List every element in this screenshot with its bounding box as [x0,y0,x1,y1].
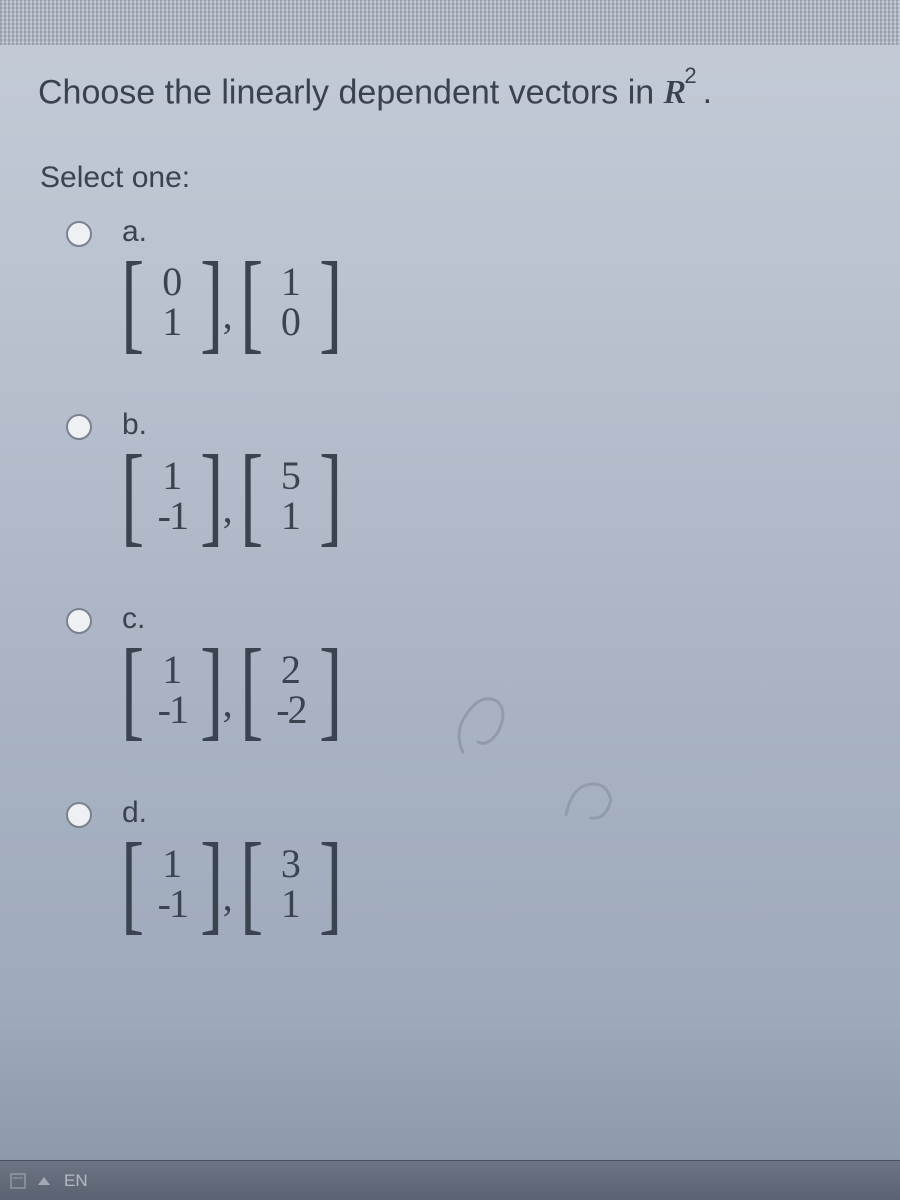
right-bracket-icon: ] [200,644,223,736]
vector-c1: [ 1 -1 ] [114,644,231,736]
option-a-body: a. [ 0 1 ] , [ 1 0 ] [122,215,353,349]
screen-moire-stripes [0,0,900,45]
vector-b1: [ 1 -1 ] [114,450,231,542]
taskbar-arrow-icon[interactable] [38,1177,50,1185]
vector-c2: [ 2 -2 ] [233,644,350,736]
real-space-symbol: R [664,71,685,115]
left-bracket-icon: [ [240,257,263,349]
comma: , [223,485,233,532]
option-d-vectors: [ 1 -1 ] , [ 3 1 ] [114,838,353,930]
option-c-body: c. [ 1 -1 ] , [ 2 -2 ] [122,602,353,736]
right-bracket-icon: ] [200,257,223,349]
option-a: a. [ 0 1 ] , [ 1 0 ] [66,215,862,349]
option-d-body: d. [ 1 -1 ] , [ 3 1 ] [122,796,353,930]
radio-d[interactable] [66,802,92,828]
radio-c[interactable] [66,608,92,634]
right-bracket-icon: ] [319,450,342,542]
comma: , [223,873,233,920]
left-bracket-icon: [ [240,644,263,736]
left-bracket-icon: [ [240,838,263,930]
taskbar: EN [0,1160,900,1200]
option-d: d. [ 1 -1 ] , [ 3 1 ] [66,796,862,930]
option-a-vectors: [ 0 1 ] , [ 1 0 ] [114,257,353,349]
scribble-mark-icon [556,770,626,830]
question-stem: Choose the linearly dependent vectors in [38,73,664,111]
real-space-exponent: 2 [684,63,696,88]
vector-d1: [ 1 -1 ] [114,838,231,930]
scribble-mark-icon [448,682,518,772]
bottom-vignette [0,1010,900,1160]
right-bracket-icon: ] [319,257,342,349]
left-bracket-icon: [ [240,450,263,542]
comma: , [223,291,233,338]
right-bracket-icon: ] [200,838,223,930]
left-bracket-icon: [ [121,257,144,349]
taskbar-app-icon[interactable] [6,1167,30,1195]
option-c-vectors: [ 1 -1 ] , [ 2 -2 ] [114,644,353,736]
left-bracket-icon: [ [121,838,144,930]
right-bracket-icon: ] [319,644,342,736]
taskbar-language-indicator[interactable]: EN [64,1171,88,1191]
vector-d2: [ 3 1 ] [233,838,350,930]
option-b-body: b. [ 1 -1 ] , [ 5 1 ] [122,408,353,542]
vector-a2: [ 1 0 ] [233,257,350,349]
right-bracket-icon: ] [200,450,223,542]
radio-a[interactable] [66,221,92,247]
left-bracket-icon: [ [121,644,144,736]
option-b-vectors: [ 1 -1 ] , [ 5 1 ] [114,450,353,542]
comma: , [223,679,233,726]
vector-a1: [ 0 1 ] [114,257,231,349]
vector-b2: [ 5 1 ] [233,450,350,542]
right-bracket-icon: ] [319,838,342,930]
question-card: Choose the linearly dependent vectors in… [0,0,900,1000]
option-b: b. [ 1 -1 ] , [ 5 1 ] [66,408,862,542]
question-text: Choose the linearly dependent vectors in… [38,70,862,116]
radio-b[interactable] [66,414,92,440]
left-bracket-icon: [ [121,450,144,542]
select-one-label: Select one: [40,161,862,195]
question-period: . [703,73,712,111]
